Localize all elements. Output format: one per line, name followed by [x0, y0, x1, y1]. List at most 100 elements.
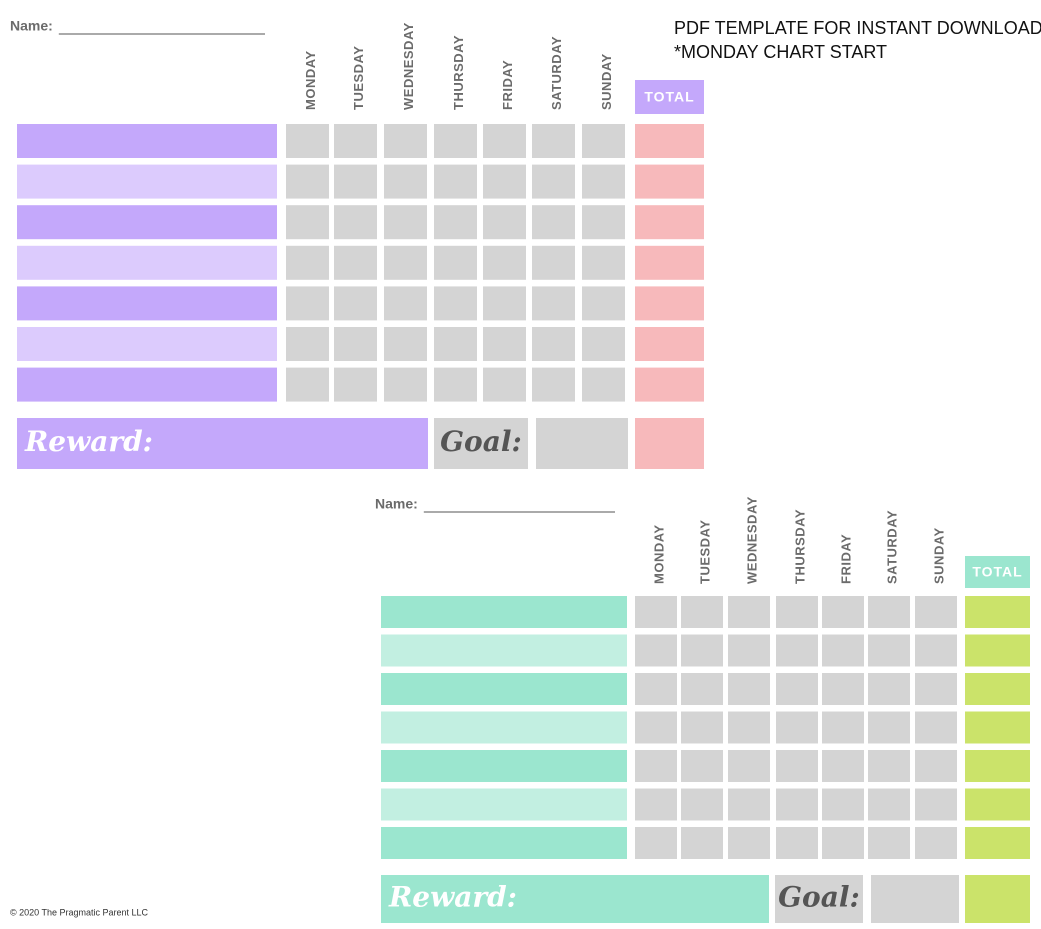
- total-cell: [965, 750, 1030, 782]
- task-bar: [17, 164, 277, 199]
- day-cell: [286, 245, 329, 280]
- task-bar: [381, 750, 627, 782]
- day-label: WEDNESDAY: [401, 22, 416, 110]
- day-label: MONDAY: [303, 50, 318, 110]
- goal-box: [434, 418, 528, 469]
- day-cell: [868, 750, 910, 782]
- task-bar: [17, 327, 277, 361]
- day-cell: [681, 750, 723, 782]
- day-cell: [384, 124, 427, 158]
- day-cell: [434, 245, 477, 280]
- day-cell: [635, 673, 677, 705]
- day-cell: [728, 634, 770, 667]
- total-cell: [635, 367, 704, 402]
- day-label: THURSDAY: [792, 509, 807, 584]
- day-cell: [483, 124, 526, 158]
- day-label: TUESDAY: [351, 46, 366, 110]
- day-label: MONDAY: [651, 524, 666, 584]
- day-cell: [483, 245, 526, 280]
- day-cell: [483, 327, 526, 361]
- day-label: SUNDAY: [599, 53, 614, 110]
- day-cell: [776, 711, 818, 744]
- name-label: Name:: [375, 496, 418, 512]
- task-bar: [381, 711, 627, 744]
- day-cell: [915, 596, 957, 628]
- day-cell: [635, 596, 677, 628]
- day-cell: [532, 124, 575, 158]
- day-cell: [582, 245, 625, 280]
- total-cell: [965, 596, 1030, 628]
- day-cell: [728, 673, 770, 705]
- goal-label: Goal:: [440, 425, 522, 458]
- reward-label: Reward:: [388, 881, 517, 914]
- reward-bar: [17, 418, 428, 469]
- day-cell: [776, 596, 818, 628]
- day-cell: [868, 596, 910, 628]
- day-cell: [728, 596, 770, 628]
- day-cell: [434, 286, 477, 321]
- day-label: SATURDAY: [549, 36, 564, 110]
- day-cell: [822, 596, 864, 628]
- day-cell: [582, 205, 625, 240]
- day-cell: [334, 124, 377, 158]
- day-cell: [681, 711, 723, 744]
- day-cell: [532, 205, 575, 240]
- day-cell: [334, 205, 377, 240]
- task-bar: [17, 205, 277, 240]
- day-cell: [822, 750, 864, 782]
- day-cell: [384, 245, 427, 280]
- day-cell: [728, 750, 770, 782]
- day-cell: [334, 164, 377, 199]
- day-cell: [635, 711, 677, 744]
- day-cell: [635, 750, 677, 782]
- task-bar: [381, 788, 627, 821]
- name-label: Name:: [10, 18, 53, 34]
- day-label: TUESDAY: [697, 520, 712, 584]
- day-cell: [582, 164, 625, 199]
- day-cell: [483, 205, 526, 240]
- total-cell: [635, 205, 704, 240]
- day-cell: [532, 327, 575, 361]
- total-goal-box: [965, 875, 1030, 923]
- day-cell: [776, 827, 818, 859]
- day-cell: [434, 205, 477, 240]
- total-cell: [965, 788, 1030, 821]
- day-cell: [286, 286, 329, 321]
- day-cell: [728, 827, 770, 859]
- task-bar: [381, 596, 627, 628]
- day-cell: [286, 205, 329, 240]
- day-cell: [868, 711, 910, 744]
- task-bar: [17, 367, 277, 402]
- day-cell: [635, 634, 677, 667]
- day-cell: [728, 788, 770, 821]
- day-cell: [635, 788, 677, 821]
- day-cell: [681, 827, 723, 859]
- day-cell: [776, 673, 818, 705]
- day-cell: [776, 788, 818, 821]
- task-bar: [381, 673, 627, 705]
- task-bar: [17, 124, 277, 158]
- day-label: FRIDAY: [500, 60, 515, 110]
- task-bar: [381, 827, 627, 859]
- day-cell: [384, 164, 427, 199]
- total-goal-box: [635, 418, 704, 469]
- day-cell: [483, 164, 526, 199]
- day-cell: [822, 673, 864, 705]
- reward-label: Reward:: [24, 425, 153, 458]
- day-cell: [681, 673, 723, 705]
- task-bar: [381, 634, 627, 667]
- day-cell: [582, 286, 625, 321]
- total-cell: [635, 327, 704, 361]
- day-cell: [582, 327, 625, 361]
- total-cell: [635, 286, 704, 321]
- total-header: [635, 80, 704, 114]
- total-cell: [965, 673, 1030, 705]
- day-cell: [286, 124, 329, 158]
- day-cell: [286, 164, 329, 199]
- day-cell: [822, 711, 864, 744]
- day-cell: [334, 245, 377, 280]
- footer: © 2020 The Pragmatic Parent LLC: [10, 907, 149, 917]
- day-cell: [434, 164, 477, 199]
- day-cell: [434, 367, 477, 402]
- day-cell: [776, 750, 818, 782]
